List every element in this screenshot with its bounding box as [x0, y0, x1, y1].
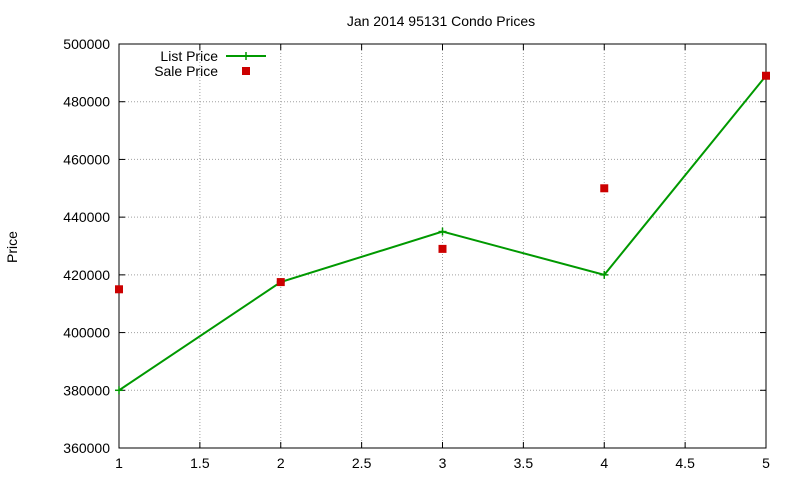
x-tick-label: 2.5	[352, 455, 372, 471]
list-price-point	[115, 386, 123, 395]
axes: 1 1.5 2 2.5 3 3.5 4 4.5 5 360000 380000 400000 42000…	[63, 36, 770, 471]
x-tick-label: 4	[600, 455, 608, 471]
y-tick-label: 440000	[63, 209, 110, 225]
x-tick-label: 3	[439, 455, 447, 471]
list-price-point	[600, 270, 609, 279]
y-tick-label: 460000	[63, 151, 110, 167]
series-sale-price	[115, 71, 770, 294]
legend-label: Sale Price	[154, 63, 218, 79]
y-tick-label: 380000	[63, 382, 110, 398]
x-tick-label: 5	[762, 455, 770, 471]
y-tick-label: 420000	[63, 267, 110, 283]
y-tick-label: 400000	[63, 325, 110, 341]
sale-price-point	[115, 285, 123, 294]
y-axis-label: Price	[4, 231, 20, 263]
x-tick-label: 1	[115, 455, 123, 471]
y-tick-label: 480000	[63, 94, 110, 110]
sale-price-point	[242, 67, 250, 75]
sale-price-point	[600, 184, 609, 193]
chart-title: Jan 2014 95131 Condo Prices	[347, 13, 535, 29]
sale-price-point	[438, 244, 447, 253]
x-tick-label: 3.5	[514, 455, 534, 471]
series-layer	[115, 71, 770, 395]
series-list-price	[115, 71, 770, 395]
sale-price-point	[762, 71, 770, 80]
sale-price-point	[276, 278, 285, 287]
list-price-point	[242, 52, 250, 60]
x-tick-label: 1.5	[190, 455, 210, 471]
y-tick-label: 500000	[63, 36, 110, 52]
legend-label: List Price	[160, 48, 218, 64]
y-tick-label: 360000	[63, 440, 110, 456]
list-price-point	[438, 227, 447, 236]
x-tick-label: 4.5	[675, 455, 695, 471]
x-tick-label: 2	[277, 455, 285, 471]
